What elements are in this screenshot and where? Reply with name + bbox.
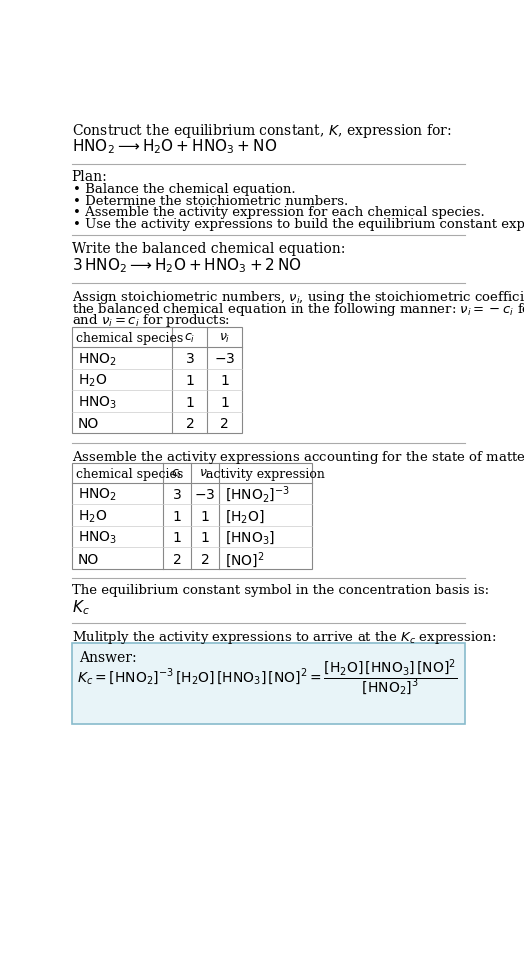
Text: 1: 1 bbox=[173, 531, 181, 545]
Text: 2: 2 bbox=[201, 553, 210, 566]
Text: • Use the activity expressions to build the equilibrium constant expression.: • Use the activity expressions to build … bbox=[73, 218, 524, 231]
Text: chemical species: chemical species bbox=[77, 468, 183, 480]
Text: $[\mathrm{H_2O}]$: $[\mathrm{H_2O}]$ bbox=[225, 508, 265, 525]
Text: 1: 1 bbox=[185, 395, 194, 410]
Text: 1: 1 bbox=[185, 374, 194, 388]
Text: Write the balanced chemical equation:: Write the balanced chemical equation: bbox=[72, 242, 345, 256]
Text: Plan:: Plan: bbox=[72, 170, 107, 184]
Text: $-3$: $-3$ bbox=[194, 488, 216, 502]
Text: $\mathrm{HNO_2}$: $\mathrm{HNO_2}$ bbox=[78, 351, 117, 368]
Text: $K_c$: $K_c$ bbox=[72, 598, 90, 617]
Text: 2: 2 bbox=[185, 417, 194, 431]
Text: $\mathrm{H_2O}$: $\mathrm{H_2O}$ bbox=[78, 372, 107, 390]
Text: NO: NO bbox=[78, 553, 99, 566]
Text: Construct the equilibrium constant, $K$, expression for:: Construct the equilibrium constant, $K$,… bbox=[72, 122, 451, 140]
FancyBboxPatch shape bbox=[72, 462, 312, 569]
Text: $\mathrm{H_2O}$: $\mathrm{H_2O}$ bbox=[78, 508, 107, 524]
Text: $\mathrm{HNO_2} \longrightarrow \mathrm{H_2O + HNO_3 + NO}$: $\mathrm{HNO_2} \longrightarrow \mathrm{… bbox=[72, 137, 277, 156]
Text: Assemble the activity expressions accounting for the state of matter and $\nu_i$: Assemble the activity expressions accoun… bbox=[72, 449, 524, 466]
Text: 1: 1 bbox=[220, 395, 229, 410]
Text: $c_i$: $c_i$ bbox=[171, 468, 183, 480]
Text: and $\nu_i = c_i$ for products:: and $\nu_i = c_i$ for products: bbox=[72, 312, 230, 329]
Text: NO: NO bbox=[78, 417, 99, 431]
Text: $\nu_i$: $\nu_i$ bbox=[199, 468, 211, 480]
Text: Mulitply the activity expressions to arrive at the $K_c$ expression:: Mulitply the activity expressions to arr… bbox=[72, 629, 496, 646]
FancyBboxPatch shape bbox=[72, 328, 242, 434]
Text: $c_i$: $c_i$ bbox=[184, 332, 195, 345]
Text: 1: 1 bbox=[201, 510, 210, 523]
Text: $K_c = [\mathrm{HNO_2}]^{-3}\,[\mathrm{H_2O}]\,[\mathrm{HNO_3}]\,[\mathrm{NO}]^2: $K_c = [\mathrm{HNO_2}]^{-3}\,[\mathrm{H… bbox=[77, 657, 457, 698]
Text: 1: 1 bbox=[220, 374, 229, 388]
Text: $\mathrm{HNO_3}$: $\mathrm{HNO_3}$ bbox=[78, 394, 117, 411]
Text: $-3$: $-3$ bbox=[214, 352, 235, 367]
Text: • Balance the chemical equation.: • Balance the chemical equation. bbox=[73, 183, 296, 196]
Text: the balanced chemical equation in the following manner: $\nu_i = -c_i$ for react: the balanced chemical equation in the fo… bbox=[72, 301, 524, 318]
Text: chemical species: chemical species bbox=[77, 332, 183, 345]
Text: • Determine the stoichiometric numbers.: • Determine the stoichiometric numbers. bbox=[73, 195, 348, 207]
Text: Assign stoichiometric numbers, $\nu_i$, using the stoichiometric coefficients, $: Assign stoichiometric numbers, $\nu_i$, … bbox=[72, 289, 524, 307]
Text: $[\mathrm{HNO_3}]$: $[\mathrm{HNO_3}]$ bbox=[225, 530, 275, 546]
Text: 3: 3 bbox=[185, 352, 194, 367]
Text: $[\mathrm{NO}]^2$: $[\mathrm{NO}]^2$ bbox=[225, 550, 265, 569]
Text: Answer:: Answer: bbox=[80, 650, 137, 665]
Text: 2: 2 bbox=[173, 553, 181, 566]
Text: activity expression: activity expression bbox=[206, 468, 325, 480]
FancyBboxPatch shape bbox=[72, 643, 465, 724]
Text: $3\,\mathrm{HNO_2} \longrightarrow \mathrm{H_2O + HNO_3 + 2\,NO}$: $3\,\mathrm{HNO_2} \longrightarrow \math… bbox=[72, 256, 301, 275]
Text: $\mathrm{HNO_3}$: $\mathrm{HNO_3}$ bbox=[78, 530, 117, 546]
Text: 3: 3 bbox=[173, 488, 181, 502]
Text: • Assemble the activity expression for each chemical species.: • Assemble the activity expression for e… bbox=[73, 206, 485, 220]
Text: $\mathrm{HNO_2}$: $\mathrm{HNO_2}$ bbox=[78, 487, 117, 503]
Text: 1: 1 bbox=[173, 510, 181, 523]
Text: 1: 1 bbox=[201, 531, 210, 545]
Text: 2: 2 bbox=[221, 417, 229, 431]
Text: The equilibrium constant symbol in the concentration basis is:: The equilibrium constant symbol in the c… bbox=[72, 584, 489, 597]
Text: $\nu_i$: $\nu_i$ bbox=[219, 332, 231, 345]
Text: $[\mathrm{HNO_2}]^{-3}$: $[\mathrm{HNO_2}]^{-3}$ bbox=[225, 485, 290, 505]
